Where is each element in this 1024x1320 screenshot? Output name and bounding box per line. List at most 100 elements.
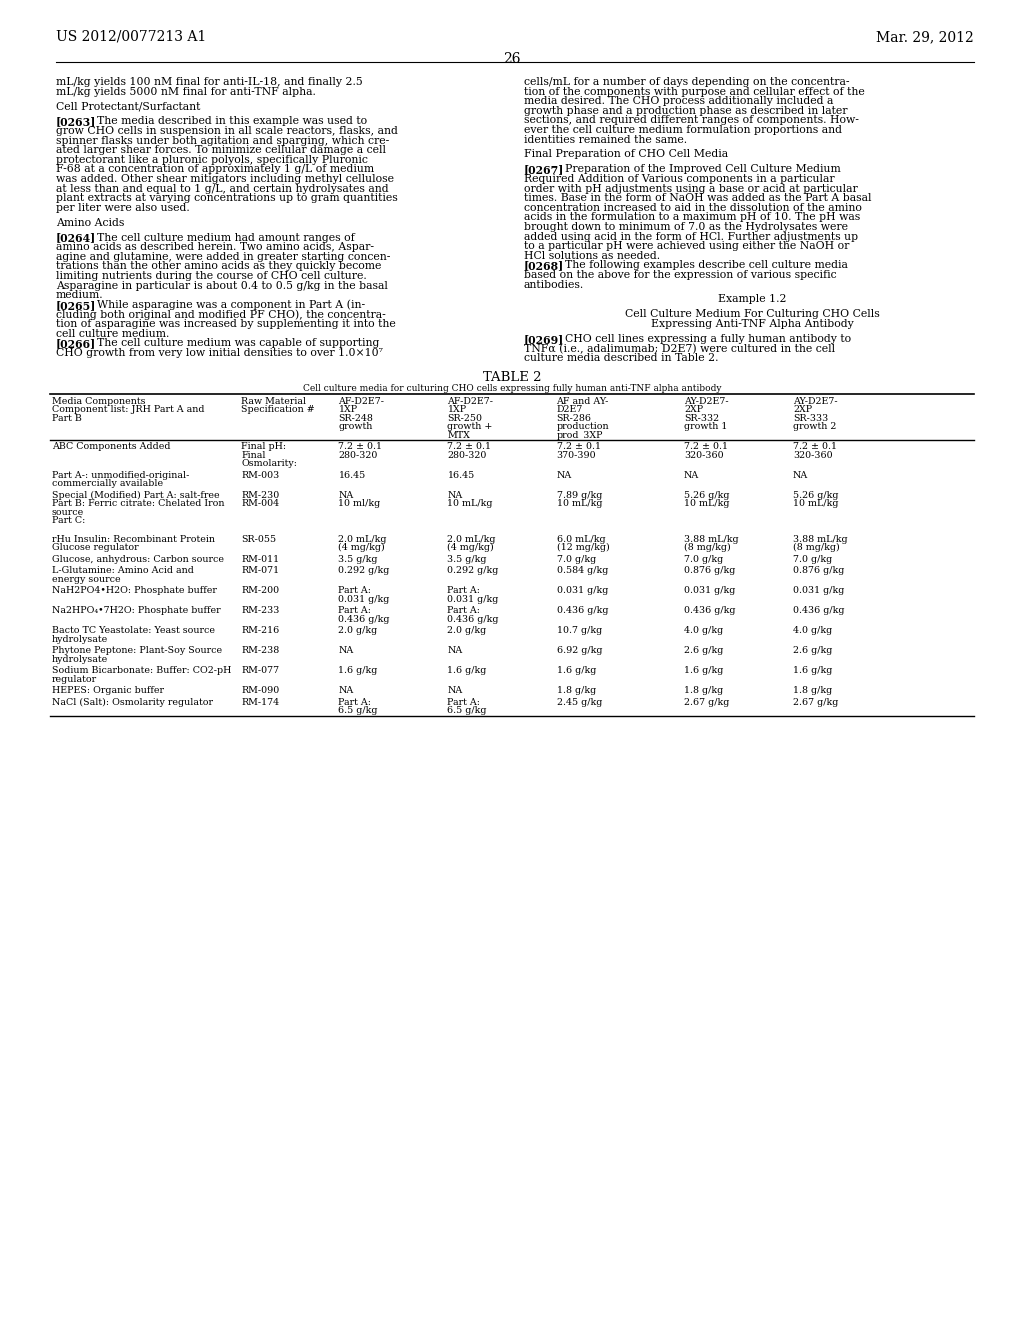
Text: 7.2 ± 0.1: 7.2 ± 0.1 <box>556 442 600 451</box>
Text: growth: growth <box>339 422 373 432</box>
Text: sections, and required different ranges of components. How-: sections, and required different ranges … <box>524 115 859 125</box>
Text: [0265]: [0265] <box>56 300 96 310</box>
Text: 0.031 g/kg: 0.031 g/kg <box>684 586 735 595</box>
Text: 0.031 g/kg: 0.031 g/kg <box>793 586 845 595</box>
Text: Part A-: unmodified-original-: Part A-: unmodified-original- <box>52 471 189 479</box>
Text: While asparagine was a component in Part A (in-: While asparagine was a component in Part… <box>83 300 366 310</box>
Text: hydrolysate: hydrolysate <box>52 635 109 644</box>
Text: HCl solutions as needed.: HCl solutions as needed. <box>524 251 660 261</box>
Text: regulator: regulator <box>52 675 97 684</box>
Text: antibodies.: antibodies. <box>524 280 585 289</box>
Text: SR-250: SR-250 <box>447 413 482 422</box>
Text: 2.67 g/kg: 2.67 g/kg <box>793 697 839 706</box>
Text: media desired. The CHO process additionally included a: media desired. The CHO process additiona… <box>524 96 834 106</box>
Text: NA: NA <box>447 686 463 696</box>
Text: 7.2 ± 0.1: 7.2 ± 0.1 <box>793 442 837 451</box>
Text: 4.0 g/kg: 4.0 g/kg <box>684 626 723 635</box>
Text: 0.876 g/kg: 0.876 g/kg <box>793 566 845 576</box>
Text: 0.436 g/kg: 0.436 g/kg <box>447 615 499 623</box>
Text: RM-090: RM-090 <box>242 686 280 696</box>
Text: Media Components: Media Components <box>52 396 145 405</box>
Text: Special (Modified) Part A: salt-free: Special (Modified) Part A: salt-free <box>52 491 219 500</box>
Text: 7.89 g/kg: 7.89 g/kg <box>556 491 602 499</box>
Text: production: production <box>556 422 609 432</box>
Text: NA: NA <box>447 491 463 499</box>
Text: hydrolysate: hydrolysate <box>52 655 109 664</box>
Text: Part A:: Part A: <box>447 606 480 615</box>
Text: at less than and equal to 1 g/L, and certain hydrolysates and: at less than and equal to 1 g/L, and cer… <box>56 183 389 194</box>
Text: ated larger shear forces. To minimize cellular damage a cell: ated larger shear forces. To minimize ce… <box>56 145 386 156</box>
Text: 3.88 mL/kg: 3.88 mL/kg <box>684 535 738 544</box>
Text: 10 mL/kg: 10 mL/kg <box>556 499 602 508</box>
Text: amino acids as described herein. Two amino acids, Aspar-: amino acids as described herein. Two ami… <box>56 242 374 252</box>
Text: RM-233: RM-233 <box>242 606 280 615</box>
Text: 6.5 g/kg: 6.5 g/kg <box>447 706 487 715</box>
Text: RM-011: RM-011 <box>242 554 280 564</box>
Text: based on the above for the expression of various specific: based on the above for the expression of… <box>524 271 837 280</box>
Text: NaCl (Salt): Osmolarity regulator: NaCl (Salt): Osmolarity regulator <box>52 697 213 706</box>
Text: 6.0 mL/kg: 6.0 mL/kg <box>556 535 605 544</box>
Text: Asparagine in particular is about 0.4 to 0.5 g/kg in the basal: Asparagine in particular is about 0.4 to… <box>56 281 388 290</box>
Text: The following examples describe cell culture media: The following examples describe cell cul… <box>551 260 848 271</box>
Text: 280-320: 280-320 <box>447 450 486 459</box>
Text: SR-333: SR-333 <box>793 413 828 422</box>
Text: (8 mg/kg): (8 mg/kg) <box>684 543 731 552</box>
Text: Final Preparation of CHO Cell Media: Final Preparation of CHO Cell Media <box>524 149 728 160</box>
Text: 10 mL/kg: 10 mL/kg <box>684 499 729 508</box>
Text: RM-200: RM-200 <box>242 586 280 595</box>
Text: US 2012/0077213 A1: US 2012/0077213 A1 <box>56 30 206 44</box>
Text: 7.0 g/kg: 7.0 g/kg <box>793 554 833 564</box>
Text: 1.6 g/kg: 1.6 g/kg <box>447 667 486 675</box>
Text: Sodium Bicarbonate: Buffer: CO2-pH: Sodium Bicarbonate: Buffer: CO2-pH <box>52 667 231 675</box>
Text: RM-216: RM-216 <box>242 626 280 635</box>
Text: Specification #: Specification # <box>242 405 315 414</box>
Text: rHu Insulin: Recombinant Protein: rHu Insulin: Recombinant Protein <box>52 535 215 544</box>
Text: SR-055: SR-055 <box>242 535 276 544</box>
Text: (12 mg/kg): (12 mg/kg) <box>556 543 609 552</box>
Text: Required Addition of Various components in a particular: Required Addition of Various components … <box>524 174 835 183</box>
Text: 0.031 g/kg: 0.031 g/kg <box>556 586 608 595</box>
Text: The cell culture medium had amount ranges of: The cell culture medium had amount range… <box>83 232 355 243</box>
Text: 6.5 g/kg: 6.5 g/kg <box>339 706 378 715</box>
Text: AY-D2E7-: AY-D2E7- <box>684 396 729 405</box>
Text: plant extracts at varying concentrations up to gram quantities: plant extracts at varying concentrations… <box>56 193 397 203</box>
Text: 7.2 ± 0.1: 7.2 ± 0.1 <box>684 442 728 451</box>
Text: 1.8 g/kg: 1.8 g/kg <box>793 686 833 696</box>
Text: Glucose, anhydrous: Carbon source: Glucose, anhydrous: Carbon source <box>52 554 224 564</box>
Text: 5.26 g/kg: 5.26 g/kg <box>684 491 729 499</box>
Text: D2E7: D2E7 <box>556 405 583 414</box>
Text: 2.6 g/kg: 2.6 g/kg <box>684 645 723 655</box>
Text: source: source <box>52 508 84 516</box>
Text: 16.45: 16.45 <box>447 471 475 479</box>
Text: 4.0 g/kg: 4.0 g/kg <box>793 626 833 635</box>
Text: TABLE 2: TABLE 2 <box>482 371 542 384</box>
Text: Raw Material: Raw Material <box>242 396 306 405</box>
Text: SR-286: SR-286 <box>556 413 592 422</box>
Text: identities remained the same.: identities remained the same. <box>524 135 687 145</box>
Text: Cell Protectant/Surfactant: Cell Protectant/Surfactant <box>56 102 201 111</box>
Text: 0.436 g/kg: 0.436 g/kg <box>339 615 390 623</box>
Text: 0.876 g/kg: 0.876 g/kg <box>684 566 735 576</box>
Text: 320-360: 320-360 <box>793 450 833 459</box>
Text: L-Glutamine: Amino Acid and: L-Glutamine: Amino Acid and <box>52 566 194 576</box>
Text: 26: 26 <box>503 51 521 66</box>
Text: AY-D2E7-: AY-D2E7- <box>793 396 838 405</box>
Text: Part A:: Part A: <box>339 606 372 615</box>
Text: 0.031 g/kg: 0.031 g/kg <box>339 594 390 603</box>
Text: NA: NA <box>339 645 353 655</box>
Text: brought down to minimum of 7.0 as the Hydrolysates were: brought down to minimum of 7.0 as the Hy… <box>524 222 848 232</box>
Text: growth 2: growth 2 <box>793 422 837 432</box>
Text: acids in the formulation to a maximum pH of 10. The pH was: acids in the formulation to a maximum pH… <box>524 213 860 222</box>
Text: RM-174: RM-174 <box>242 697 280 706</box>
Text: Part A:: Part A: <box>339 586 372 595</box>
Text: 0.436 g/kg: 0.436 g/kg <box>684 606 735 615</box>
Text: prod_3XP: prod_3XP <box>556 430 603 441</box>
Text: ABC Components Added: ABC Components Added <box>52 442 171 451</box>
Text: 16.45: 16.45 <box>339 471 366 479</box>
Text: Bacto TC Yeastolate: Yeast source: Bacto TC Yeastolate: Yeast source <box>52 626 215 635</box>
Text: trations than the other amino acids as they quickly become: trations than the other amino acids as t… <box>56 261 381 272</box>
Text: added using acid in the form of HCl. Further adjustments up: added using acid in the form of HCl. Fur… <box>524 231 858 242</box>
Text: mL/kg yields 100 nM final for anti-IL-18, and finally 2.5: mL/kg yields 100 nM final for anti-IL-18… <box>56 77 362 87</box>
Text: Glucose regulator: Glucose regulator <box>52 543 138 552</box>
Text: Preparation of the Improved Cell Culture Medium: Preparation of the Improved Cell Culture… <box>551 165 841 174</box>
